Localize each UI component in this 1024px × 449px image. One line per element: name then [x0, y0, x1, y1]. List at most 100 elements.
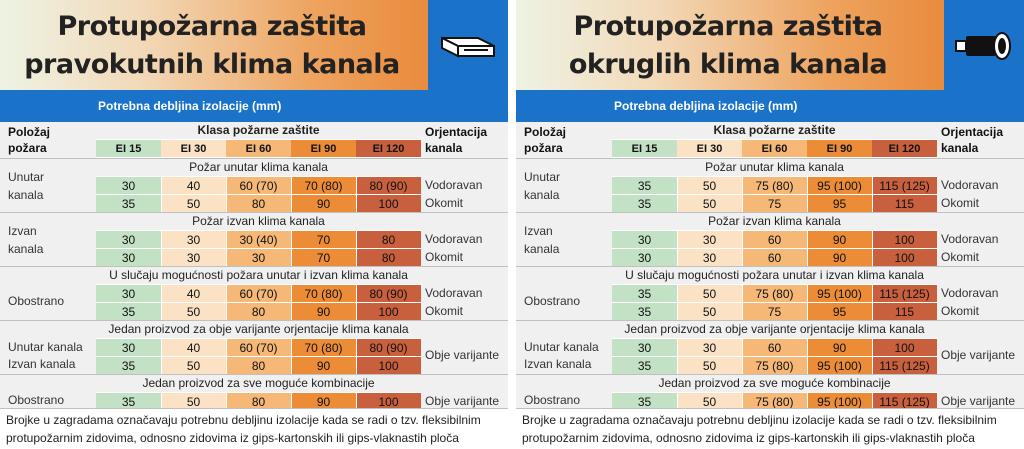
- table-header: Položaj požara Orjentacija kanala Klasa po…: [516, 122, 1024, 158]
- group-label-line-1: Izvan: [524, 224, 553, 238]
- footnote: Brojke u zagradama označavaju potrebnu d…: [0, 408, 508, 449]
- group-subtitle: Jedan proizvod za obje varijante orjenta…: [612, 321, 937, 338]
- value-cell: 115 (125): [872, 285, 937, 302]
- class-header-ei-90: EI 90: [807, 140, 872, 157]
- value-cell: 115 (125): [872, 393, 937, 410]
- cell-divider: [872, 230, 873, 266]
- row-orientation: Okomit: [941, 304, 980, 318]
- value-cell: 95 (100): [807, 177, 872, 194]
- class-header-ei-30: EI 30: [161, 140, 226, 157]
- value-cell: 50: [677, 177, 742, 194]
- cell-divider: [742, 230, 743, 266]
- group-label-cell: [516, 213, 612, 266]
- footnote: Brojke u zagradama označavaju potrebnu d…: [516, 408, 1024, 449]
- value-cell: 30: [96, 231, 161, 248]
- group-label-cell: [516, 267, 612, 320]
- value-cell: 80: [356, 231, 421, 248]
- value-cell: 100: [872, 339, 937, 356]
- cell-divider: [291, 230, 292, 266]
- value-cell: 30: [96, 339, 161, 356]
- value-cell: 50: [677, 303, 742, 320]
- row-orientation: Obje varijante: [941, 394, 1016, 408]
- value-cell: 60 (70): [226, 339, 291, 356]
- cell-divider: [161, 230, 162, 266]
- duct-icon-box: [944, 0, 1024, 90]
- row-orientation: Vodoravan: [941, 232, 999, 246]
- value-cell: 30: [612, 339, 677, 356]
- group-orientation-cell: [937, 213, 1024, 266]
- class-header-ei-90: EI 90: [291, 140, 356, 157]
- value-cell: 30: [161, 249, 226, 266]
- group-subtitle: Jedan proizvod za sve moguće kombinacije: [612, 375, 937, 392]
- value-cell: 100: [872, 231, 937, 248]
- value-cell: 30: [612, 249, 677, 266]
- cell-divider: [291, 284, 292, 320]
- value-cell: 30: [96, 177, 161, 194]
- group-label-line-2: kanala: [524, 188, 560, 202]
- value-cell: 100: [356, 195, 421, 212]
- duct-icon-box: [428, 0, 508, 90]
- row-orientation: Okomit: [941, 250, 980, 264]
- row-orientation: Okomit: [941, 196, 980, 210]
- value-cell: 75 (80): [742, 357, 807, 374]
- group-label-line-1: Unutar: [524, 170, 561, 184]
- group-label-line-2: kanala: [524, 242, 560, 256]
- group-orientation-cell: [937, 159, 1024, 212]
- group-label-cell: [0, 375, 96, 410]
- group-label-line-1: Obostrano: [524, 393, 581, 407]
- value-cell: 80 (90): [356, 177, 421, 194]
- row-orientation: Okomit: [425, 304, 464, 318]
- value-cell: 30 (40): [226, 231, 291, 248]
- orientation-header-cell: [937, 122, 1024, 158]
- cell-divider: [872, 338, 873, 374]
- cell-divider: [872, 392, 873, 410]
- cell-divider: [226, 338, 227, 374]
- group-subtitle: Požar unutar klima kanala: [96, 159, 421, 176]
- class-header-label: Klasa požarne zaštite: [96, 122, 421, 139]
- cell-divider: [872, 284, 873, 320]
- value-cell: 95: [807, 195, 872, 212]
- value-cell: 35: [612, 303, 677, 320]
- value-cell: 115: [872, 303, 937, 320]
- cell-divider: [161, 338, 162, 374]
- cell-divider: [742, 338, 743, 374]
- cell-divider: [807, 176, 808, 212]
- value-cell: 40: [161, 339, 226, 356]
- value-cell: 80: [226, 195, 291, 212]
- title-line-1: Protupožarna zaštita: [57, 11, 367, 42]
- group-orientation-cell: [421, 213, 508, 266]
- table-group: U slučaju mogućnosti požara unutar i izv…: [516, 266, 1024, 320]
- group-label-cell: [0, 321, 96, 374]
- insulation-thickness-bar: Potrebna debljina izolacije (mm): [516, 90, 1024, 122]
- cell-divider: [161, 176, 162, 212]
- cell-divider: [677, 284, 678, 320]
- fire-protection-table: Položaj požara Orjentacija kanala Klasa po…: [0, 122, 508, 410]
- footnote-line-2: protupožarnim zidovima, odnosno zidovima…: [522, 431, 975, 445]
- position-header-cell: [0, 122, 96, 158]
- value-cell: 90: [291, 303, 356, 320]
- cell-divider: [226, 392, 227, 410]
- value-cell: 35: [96, 195, 161, 212]
- position-header-label: Položaj požara: [8, 125, 51, 155]
- cell-divider: [356, 230, 357, 266]
- class-header-ei-60: EI 60: [742, 140, 807, 157]
- cell-divider: [807, 392, 808, 410]
- value-cell: 115 (125): [872, 357, 937, 374]
- table-group: Požar izvan klima kanala Izvan kanala 30 30 6…: [516, 212, 1024, 266]
- class-header-ei-30: EI 30: [677, 140, 742, 157]
- value-cell: 90: [291, 393, 356, 410]
- value-cell: 70 (80): [291, 177, 356, 194]
- value-cell: 70 (80): [291, 285, 356, 302]
- value-cell: 80: [226, 393, 291, 410]
- value-cell: 40: [161, 177, 226, 194]
- row-orientation: Vodoravan: [941, 286, 999, 300]
- group-label-line-2: kanala: [8, 242, 44, 256]
- value-cell: 30: [226, 249, 291, 266]
- value-cell: 50: [161, 357, 226, 374]
- cell-divider: [872, 176, 873, 212]
- row-orientation: Vodoravan: [941, 178, 999, 192]
- fire-protection-table: Položaj požara Orjentacija kanala Klasa po…: [516, 122, 1024, 410]
- value-cell: 80: [226, 357, 291, 374]
- panel-round: Protupožarna zaštita okruglih klima kanal…: [516, 0, 1024, 449]
- orientation-header-label: Orjentacija kanala: [425, 125, 488, 155]
